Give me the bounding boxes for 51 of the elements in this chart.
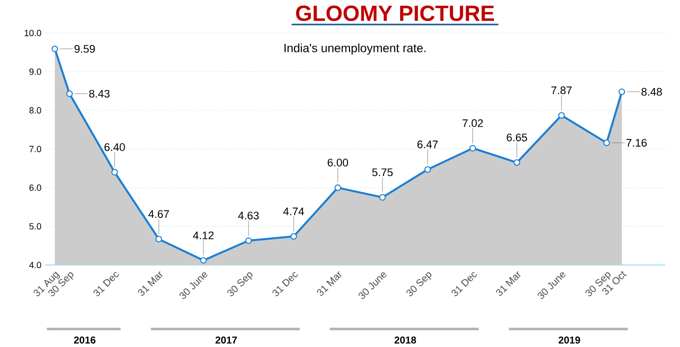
point — [245, 237, 252, 244]
data-label: 4.74 — [283, 208, 304, 216]
point — [66, 90, 73, 97]
data-label: 7.87 — [551, 86, 572, 94]
y-tick-label: 7.0 — [29, 146, 42, 152]
y-tick-label: 5.0 — [29, 223, 42, 230]
point — [424, 166, 431, 173]
y-tick-label: 8.0 — [29, 107, 42, 114]
text: India's unemployment rate. — [284, 43, 426, 55]
point — [558, 112, 565, 119]
data-label: 6.00 — [328, 158, 348, 166]
x-tick-label: 31 Dec — [272, 272, 298, 296]
text: 2019 — [558, 336, 580, 344]
data-label: 8.48 — [642, 88, 662, 96]
point — [334, 184, 342, 191]
y-tick-label: 4.0 — [29, 262, 42, 268]
y-tick-label: 6.0 — [29, 184, 42, 191]
data-label: 4.67 — [148, 210, 169, 218]
data-label: 4.63 — [238, 212, 259, 220]
x-tick-label: 31 Dec — [94, 272, 119, 296]
point — [111, 168, 118, 176]
x-tick-label: 30 Sep — [227, 272, 252, 296]
point — [514, 159, 520, 166]
data-label: 6.47 — [418, 140, 438, 148]
x-tick-label: 31 Mar — [138, 271, 162, 296]
point — [618, 88, 626, 96]
data-label: 7.02 — [462, 119, 483, 128]
point — [156, 236, 162, 242]
data-label: 5.75 — [372, 168, 393, 176]
point — [379, 194, 386, 201]
data-label: 4.12 — [193, 232, 214, 240]
point — [290, 233, 297, 240]
point — [52, 46, 58, 52]
text: 2018 — [394, 336, 416, 344]
point — [469, 144, 476, 152]
x-tick-label: 31 Dec — [452, 272, 477, 296]
point — [603, 140, 610, 146]
data-label: 6.65 — [506, 134, 528, 142]
chart-title: GLOOMY PICTURE — [296, 6, 494, 22]
x-tick-label: 31 Mar — [317, 271, 342, 296]
data-label: 9.59 — [74, 44, 95, 53]
text: 2016 — [74, 336, 96, 344]
x-tick-label: 30 Sep — [406, 272, 432, 296]
point — [200, 257, 207, 264]
data-label: 8.43 — [89, 90, 110, 98]
y-tick-label: 10.0 — [24, 30, 42, 36]
data-label: 7.16 — [626, 138, 647, 147]
x-tick-label: 31 Mar — [496, 271, 521, 296]
text: 2017 — [216, 336, 237, 344]
data-label: 6.40 — [104, 143, 125, 152]
y-tick-label: 9.0 — [29, 68, 42, 75]
